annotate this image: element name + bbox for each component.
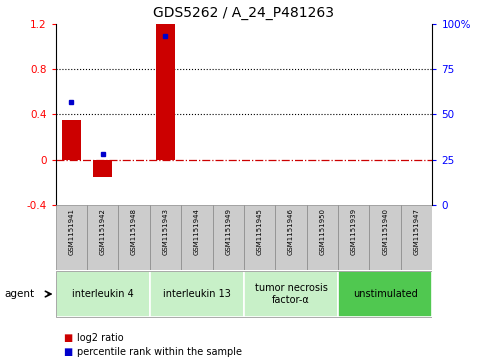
- Text: GSM1151941: GSM1151941: [68, 208, 74, 255]
- Bar: [181, 205, 213, 270]
- Text: GSM1151943: GSM1151943: [162, 208, 169, 255]
- Text: GSM1151939: GSM1151939: [351, 208, 357, 255]
- Bar: [275, 205, 307, 270]
- Bar: [150, 272, 244, 317]
- Bar: [369, 205, 401, 270]
- Text: agent: agent: [5, 289, 35, 299]
- Bar: [244, 205, 275, 270]
- Bar: [93, 160, 112, 177]
- Text: GSM1151946: GSM1151946: [288, 208, 294, 255]
- Text: GSM1151947: GSM1151947: [413, 208, 420, 255]
- Text: GSM1151949: GSM1151949: [225, 208, 231, 255]
- Bar: [401, 205, 432, 270]
- Bar: [56, 205, 87, 270]
- Text: GSM1151948: GSM1151948: [131, 208, 137, 255]
- Text: percentile rank within the sample: percentile rank within the sample: [77, 347, 242, 357]
- Text: GSM1151942: GSM1151942: [99, 208, 106, 254]
- Text: GSM1151940: GSM1151940: [382, 208, 388, 255]
- Text: tumor necrosis
factor-α: tumor necrosis factor-α: [255, 283, 327, 305]
- Title: GDS5262 / A_24_P481263: GDS5262 / A_24_P481263: [154, 6, 334, 20]
- Bar: [87, 205, 118, 270]
- Bar: [338, 272, 432, 317]
- Text: log2 ratio: log2 ratio: [77, 333, 124, 343]
- Bar: [62, 120, 81, 160]
- Bar: [244, 272, 338, 317]
- Text: ■: ■: [63, 347, 72, 357]
- Bar: [213, 205, 244, 270]
- Text: interleukin 4: interleukin 4: [72, 289, 133, 299]
- Text: unstimulated: unstimulated: [353, 289, 418, 299]
- Bar: [338, 205, 369, 270]
- Text: ■: ■: [63, 333, 72, 343]
- Text: GSM1151945: GSM1151945: [256, 208, 263, 254]
- Bar: [150, 205, 181, 270]
- Text: GSM1151944: GSM1151944: [194, 208, 200, 254]
- Bar: [307, 205, 338, 270]
- Bar: [118, 205, 150, 270]
- Bar: [156, 24, 175, 160]
- Bar: [56, 272, 150, 317]
- Text: GSM1151950: GSM1151950: [319, 208, 326, 255]
- Text: interleukin 13: interleukin 13: [163, 289, 231, 299]
